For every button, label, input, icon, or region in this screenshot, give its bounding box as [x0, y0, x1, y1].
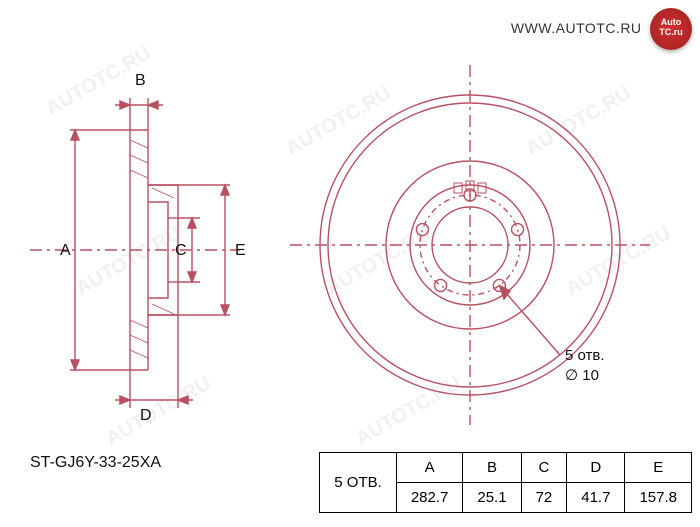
logo-url-text: WWW.AUTOTC.RU — [511, 20, 642, 36]
site-logo: WWW.AUTOTC.RU Auto TC.ru — [511, 8, 692, 50]
logo-badge-bottom: TC.ru — [659, 27, 683, 37]
dim-label-a: A — [60, 242, 71, 259]
hole-note-dia: ∅ 10 — [565, 367, 599, 384]
table-cell: 72 — [521, 483, 567, 513]
table-cell: 25.1 — [463, 483, 521, 513]
table-row: 5 ОТВ. A B C D E — [320, 453, 692, 483]
table-header: B — [463, 453, 521, 483]
logo-badge: Auto TC.ru — [650, 8, 692, 50]
holes-count-cell: 5 ОТВ. — [320, 453, 397, 513]
table-header: E — [625, 453, 692, 483]
table-header: D — [567, 453, 625, 483]
hole-note-count: 5 отв. — [565, 347, 605, 364]
table-cell: 157.8 — [625, 483, 692, 513]
dim-label-c: C — [175, 242, 187, 259]
part-number: ST-GJ6Y-33-25XA — [30, 454, 161, 472]
technical-drawing: A B C D E — [20, 60, 680, 430]
dim-label-b: B — [135, 72, 146, 89]
table-header: A — [396, 453, 463, 483]
dim-label-d: D — [140, 407, 152, 424]
table-cell: 41.7 — [567, 483, 625, 513]
table-cell: 282.7 — [396, 483, 463, 513]
logo-badge-top: Auto — [661, 17, 682, 27]
dimension-table: 5 ОТВ. A B C D E 282.7 25.1 72 41.7 157.… — [319, 452, 692, 513]
table-header: C — [521, 453, 567, 483]
dim-label-e: E — [235, 242, 246, 259]
